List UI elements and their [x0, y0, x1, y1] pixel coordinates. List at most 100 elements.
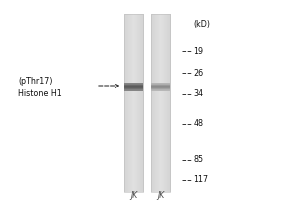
Text: 34: 34 — [194, 90, 203, 98]
Bar — [129, 14, 130, 192]
Bar — [132, 14, 133, 192]
Bar — [152, 84, 170, 85]
Bar — [124, 89, 143, 90]
Bar — [157, 14, 158, 192]
Bar — [130, 14, 131, 192]
Bar — [124, 84, 143, 85]
Bar — [134, 14, 135, 192]
Bar — [126, 14, 127, 192]
Bar — [152, 90, 170, 91]
Bar — [127, 14, 128, 192]
Bar — [169, 14, 170, 192]
Bar — [124, 88, 143, 89]
Bar — [124, 14, 125, 192]
Bar — [135, 14, 136, 192]
Text: 85: 85 — [194, 156, 204, 164]
Bar — [124, 90, 143, 91]
Bar — [139, 14, 140, 192]
Bar — [136, 14, 137, 192]
Bar — [138, 14, 139, 192]
Bar — [125, 14, 126, 192]
Bar — [152, 83, 170, 84]
Bar — [140, 14, 141, 192]
Bar — [168, 14, 169, 192]
Bar — [152, 84, 170, 85]
Bar — [132, 14, 133, 192]
Bar — [141, 14, 142, 192]
Bar — [162, 14, 163, 192]
Bar — [136, 14, 137, 192]
Bar — [124, 14, 125, 192]
Bar — [125, 14, 126, 192]
Bar — [157, 14, 158, 192]
Bar — [137, 14, 138, 192]
Bar — [170, 14, 171, 192]
Bar — [152, 14, 153, 192]
Bar — [152, 88, 170, 89]
Bar — [158, 14, 159, 192]
Bar — [152, 86, 170, 87]
Bar — [129, 14, 130, 192]
Bar — [152, 87, 170, 88]
Bar — [151, 14, 152, 192]
Bar — [163, 14, 164, 192]
Bar — [169, 14, 170, 192]
Bar — [160, 14, 161, 192]
Bar — [124, 86, 143, 87]
Bar — [124, 88, 143, 89]
Bar — [124, 85, 143, 86]
Bar — [124, 90, 143, 91]
Text: 117: 117 — [194, 176, 208, 184]
Bar — [159, 14, 160, 192]
Bar — [152, 90, 170, 91]
Bar — [130, 14, 131, 192]
Bar — [154, 14, 155, 192]
Bar — [153, 14, 154, 192]
Bar — [142, 14, 143, 192]
Text: JK: JK — [130, 190, 137, 200]
Bar — [152, 85, 170, 86]
Bar — [124, 14, 143, 192]
Text: 48: 48 — [194, 119, 203, 129]
Bar — [161, 14, 162, 192]
Bar — [152, 86, 170, 87]
Bar — [142, 14, 143, 192]
Bar — [160, 14, 161, 192]
Bar — [156, 14, 157, 192]
Bar — [155, 14, 156, 192]
Bar — [134, 14, 135, 192]
Bar — [141, 14, 142, 192]
Text: JK: JK — [157, 190, 164, 200]
Bar — [151, 14, 170, 192]
Bar — [124, 83, 143, 84]
Bar — [163, 14, 164, 192]
Bar — [152, 14, 153, 192]
Bar — [133, 14, 134, 192]
Text: Histone H1: Histone H1 — [18, 88, 62, 98]
Bar — [165, 14, 166, 192]
Bar — [137, 14, 138, 192]
Bar — [126, 14, 127, 192]
Bar — [140, 14, 141, 192]
Bar — [152, 89, 170, 90]
Bar — [124, 87, 143, 88]
Bar — [165, 14, 166, 192]
Text: (kD): (kD) — [194, 21, 211, 29]
Bar — [151, 14, 152, 192]
Bar — [161, 14, 162, 192]
Text: (pThr17): (pThr17) — [18, 76, 52, 86]
Bar — [164, 14, 165, 192]
Bar — [155, 14, 156, 192]
Bar — [124, 86, 143, 87]
Bar — [167, 14, 168, 192]
Bar — [156, 14, 157, 192]
Text: 26: 26 — [194, 68, 204, 77]
Bar — [128, 14, 129, 192]
Bar — [138, 14, 139, 192]
Bar — [168, 14, 169, 192]
Bar — [139, 14, 140, 192]
Bar — [133, 14, 134, 192]
Bar — [153, 14, 154, 192]
Bar — [167, 14, 168, 192]
Text: 19: 19 — [194, 46, 204, 55]
